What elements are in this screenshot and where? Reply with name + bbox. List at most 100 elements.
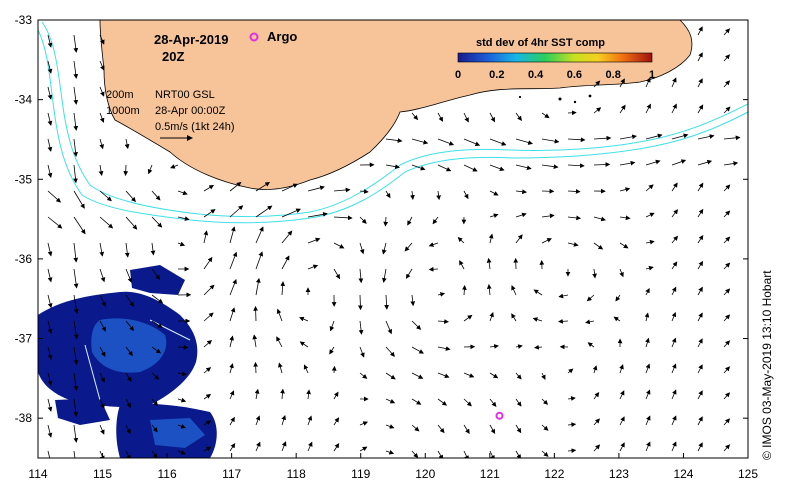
current-arrow <box>276 308 283 322</box>
current-arrow <box>697 134 715 140</box>
island <box>573 100 577 104</box>
current-arrow <box>47 164 53 178</box>
current-arrow <box>593 418 600 426</box>
credit-text: © IMOS 03-May-2019 13:10 Hobart <box>760 270 774 460</box>
current-arrow <box>671 209 679 218</box>
colorbar-tick-label: 0 <box>455 69 461 81</box>
current-arrow <box>203 209 216 218</box>
current-arrow <box>585 319 595 325</box>
argo-legend: Argo <box>249 29 297 44</box>
current-arrow <box>384 294 389 310</box>
current-arrow <box>697 390 703 400</box>
current-arrow <box>333 391 339 400</box>
current-arrow <box>645 77 651 88</box>
current-arrow <box>619 242 629 249</box>
current-arrow <box>73 34 79 53</box>
current-arrow <box>567 189 581 194</box>
current-arrow <box>613 316 621 322</box>
current-arrow <box>511 313 517 322</box>
current-arrow <box>177 216 190 221</box>
current-arrow <box>255 226 264 244</box>
x-axis: 114 115 116 117 118 119 120 121 122 123 124 125 <box>28 453 758 481</box>
current-arrow <box>203 367 212 374</box>
current-arrow <box>358 294 363 311</box>
current-arrow <box>567 368 574 374</box>
current-arrow <box>645 389 651 400</box>
current-arrow <box>99 320 106 332</box>
current-arrow <box>385 449 395 455</box>
current-arrow <box>151 320 163 328</box>
current-arrow <box>359 446 368 452</box>
current-arrow <box>177 241 186 247</box>
current-arrow <box>124 242 130 258</box>
current-arrow <box>459 260 465 270</box>
current-arrow <box>463 450 469 458</box>
current-arrow <box>47 294 53 309</box>
current-arrow <box>385 372 396 380</box>
current-arrow <box>723 161 739 166</box>
current-arrow <box>329 346 335 355</box>
current-arrow <box>255 251 264 270</box>
current-arrow <box>515 398 522 407</box>
current-arrow <box>333 443 340 452</box>
current-arrow <box>488 233 494 244</box>
current-arrow <box>151 216 163 228</box>
current-arrow <box>255 441 261 452</box>
plot-frame <box>37 19 749 459</box>
argo-legend-label: Argo <box>267 29 297 44</box>
current-arrow <box>229 181 242 192</box>
current-arrow <box>645 288 650 296</box>
current-arrow <box>307 441 313 452</box>
current-arrow <box>151 346 162 354</box>
current-arrow <box>333 215 353 221</box>
current-arrow <box>203 393 212 400</box>
current-arrow <box>645 133 663 140</box>
current-arrow <box>255 181 271 192</box>
current-arrow <box>329 320 335 332</box>
current-arrow <box>358 268 364 284</box>
current-arrow <box>99 34 105 45</box>
y-tick-label: -33 <box>15 13 33 27</box>
current-arrow <box>203 312 214 322</box>
current-arrow <box>489 344 499 349</box>
current-arrow <box>437 319 449 324</box>
current-arrow <box>229 443 236 452</box>
current-arrow <box>515 189 528 195</box>
current-arrow <box>723 314 731 322</box>
current-arrow <box>47 372 53 386</box>
x-tick-label: 125 <box>738 467 758 481</box>
current-arrow <box>47 242 53 257</box>
current-arrow <box>697 159 713 166</box>
current-arrow <box>147 164 153 175</box>
current-arrow <box>593 216 606 222</box>
current-arrow <box>541 138 560 144</box>
current-arrow <box>307 237 321 244</box>
date-label: 28-Apr-2019 <box>154 32 228 47</box>
current-arrow <box>619 364 624 374</box>
current-arrow <box>671 133 689 140</box>
current-arrow <box>592 365 598 374</box>
current-arrow <box>489 424 496 435</box>
current-arrow <box>177 371 187 377</box>
current-arrow <box>47 450 51 458</box>
current-arrow <box>463 190 469 200</box>
current-arrow <box>125 294 135 307</box>
current-arrow <box>47 346 53 360</box>
current-arrow <box>47 112 53 126</box>
current-arrow <box>73 268 79 289</box>
current-arrow <box>99 242 105 257</box>
current-arrow <box>515 424 522 434</box>
current-arrow <box>593 135 612 141</box>
current-arrow <box>281 414 287 426</box>
current-arrow <box>73 112 79 131</box>
colorbar-tick-label: 0.6 <box>567 69 582 81</box>
y-tick-label: -36 <box>15 252 33 266</box>
current-arrow <box>359 216 367 224</box>
current-arrow <box>619 134 637 140</box>
x-tick-label: 118 <box>287 467 306 481</box>
current-arrow <box>619 268 624 278</box>
current-arrow <box>437 346 451 351</box>
current-arrow <box>359 346 365 358</box>
current-arrow <box>99 86 105 97</box>
current-arrow <box>385 424 395 429</box>
